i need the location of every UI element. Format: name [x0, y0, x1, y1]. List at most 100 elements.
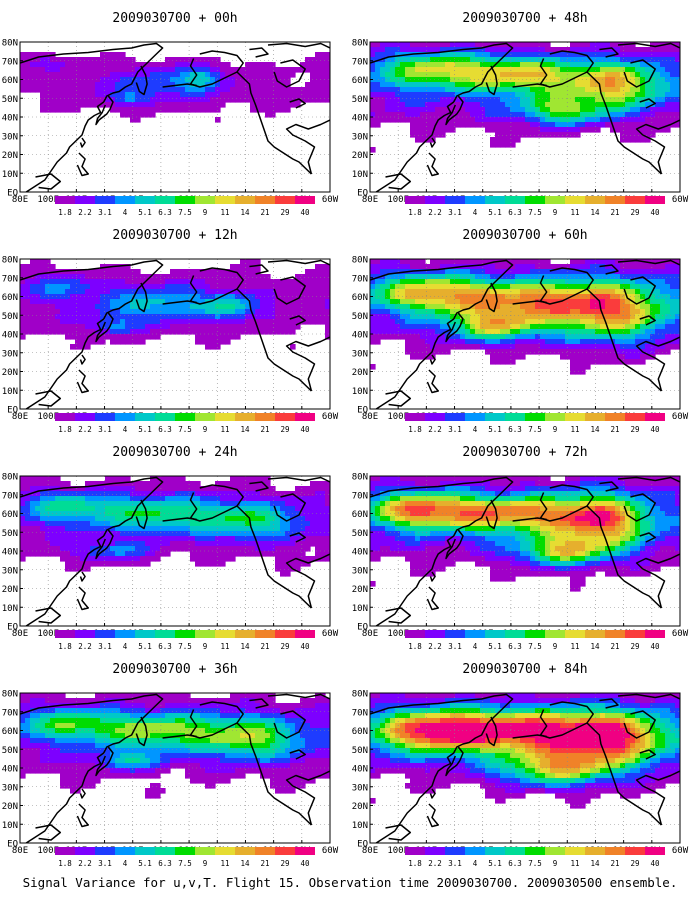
- colorbar-swatch: [55, 630, 75, 638]
- colorbar-swatch: [645, 630, 665, 638]
- colorbar: 1.8 2.2 3.1 4 5.1 6.3 7.5 9 11 14 21 29 40: [405, 847, 665, 868]
- grid-lines: [20, 476, 330, 626]
- colorbar-label: 2.2: [428, 642, 442, 651]
- panel-title: 2009030700 + 84h: [462, 662, 587, 677]
- colorbar-label: 5.1: [488, 859, 502, 868]
- colorbar-label: 1.8: [408, 425, 422, 434]
- colorbar-swatch: [255, 196, 275, 204]
- colorbar-label: 29: [280, 425, 289, 434]
- colorbar-swatch: [95, 413, 115, 421]
- latitude-tick-label: 30N: [352, 132, 368, 142]
- colorbar-label: 2.2: [428, 208, 442, 217]
- latitude-tick-label: 60N: [2, 293, 18, 303]
- colorbar-swatch: [55, 196, 75, 204]
- colorbar-swatch: [585, 847, 605, 855]
- latitude-axis: 80N 70N 60N 50N 40N 30N 20N 10N EQ: [352, 690, 373, 850]
- latitude-tick-label: 70N: [352, 57, 368, 67]
- latitude-tick-label: 40N: [2, 114, 18, 124]
- colorbar-swatch: [275, 630, 295, 638]
- colorbar-swatch: [75, 847, 95, 855]
- grid-lines: [370, 42, 680, 192]
- colorbar-swatch: [445, 196, 465, 204]
- colorbar-label: 11: [570, 425, 579, 434]
- colorbar-swatch: [135, 413, 155, 421]
- colorbar-label: 40: [300, 425, 310, 434]
- colorbar-label: 1.8: [58, 208, 72, 217]
- forecast-panel-00h: 2009030700 + 00h 80N 70N 60N 50N 40N 30N 20N 10…: [2, 11, 339, 217]
- map-area: [369, 692, 681, 844]
- colorbar-swatch: [75, 630, 95, 638]
- colorbar-swatch: [485, 413, 505, 421]
- latitude-tick-label: 60N: [352, 293, 368, 303]
- colorbar-label: 3.1: [98, 208, 112, 217]
- latitude-tick-label: 30N: [2, 566, 18, 576]
- panel-title: 2009030700 + 12h: [112, 228, 237, 243]
- colorbar-swatch: [485, 630, 505, 638]
- figure-caption: Signal Variance for u,v,T. Flight 15. Ob…: [23, 875, 678, 890]
- colorbar-label: 11: [220, 208, 229, 217]
- colorbar-label: 11: [570, 208, 579, 217]
- colorbar-swatch: [135, 196, 155, 204]
- colorbar-swatch: [625, 413, 645, 421]
- colorbar-swatch: [275, 196, 295, 204]
- coastlines: [20, 259, 330, 409]
- colorbar-label: 6.3: [508, 425, 522, 434]
- latitude-tick-label: EQ: [7, 840, 18, 850]
- forecast-panel-72h: 2009030700 + 72h 80N 70N 60N 50N 40N 30N 20N 10…: [352, 445, 689, 651]
- coastlines: [20, 42, 330, 192]
- forecast-panel-48h: 2009030700 + 48h 80N 70N 60N 50N 40N 30N 20N 10…: [352, 11, 689, 217]
- colorbar-label: 4: [473, 425, 478, 434]
- colorbar-label: 2.2: [78, 425, 92, 434]
- colorbar-swatch: [95, 630, 115, 638]
- latitude-tick-label: 10N: [352, 604, 368, 614]
- colorbar-swatch: [115, 847, 135, 855]
- colorbar-label: 3.1: [448, 859, 462, 868]
- forecast-panel-24h: 2009030700 + 24h 80N 70N 60N 50N 40N 30N 20N 10…: [2, 445, 339, 651]
- latitude-tick-label: 20N: [352, 802, 368, 812]
- latitude-tick-label: 80N: [2, 39, 18, 49]
- latitude-tick-label: 30N: [2, 783, 18, 793]
- colorbar-label: 21: [260, 642, 269, 651]
- colorbar-label: 9: [203, 859, 208, 868]
- latitude-axis: 80N 70N 60N 50N 40N 30N 20N 10N EQ: [352, 473, 373, 633]
- colorbar-label: 4: [123, 208, 128, 217]
- colorbar-label: 1.8: [58, 859, 72, 868]
- colorbar-label: 40: [650, 859, 660, 868]
- latitude-tick-label: EQ: [357, 623, 368, 633]
- latitude-tick-label: 10N: [352, 821, 368, 831]
- map-area: [369, 258, 681, 410]
- longitude-tick-label: 80E: [362, 629, 378, 639]
- variance-field: [20, 476, 330, 577]
- colorbar-label: 14: [240, 208, 250, 217]
- colorbar-label: 3.1: [448, 425, 462, 434]
- colorbar-swatch: [605, 630, 625, 638]
- latitude-tick-label: 70N: [2, 57, 18, 67]
- colorbar-label: 3.1: [98, 642, 112, 651]
- latitude-tick-label: 20N: [352, 585, 368, 595]
- colorbar: 1.8 2.2 3.1 4 5.1 6.3 7.5 9 11 14 21 29 40: [405, 630, 665, 651]
- colorbar-label: 9: [203, 425, 208, 434]
- latitude-tick-label: EQ: [357, 406, 368, 416]
- latitude-tick-label: 70N: [352, 491, 368, 501]
- latitude-tick-label: 10N: [2, 170, 18, 180]
- colorbar-label: 4: [123, 642, 128, 651]
- latitude-tick-label: 40N: [352, 114, 368, 124]
- colorbar-label: 14: [590, 425, 600, 434]
- colorbar-swatch: [485, 847, 505, 855]
- colorbar-label: 40: [650, 425, 660, 434]
- latitude-tick-label: 80N: [2, 690, 18, 700]
- colorbar-label: 21: [610, 642, 619, 651]
- colorbar-label: 5.1: [488, 208, 502, 217]
- colorbar-label: 14: [590, 208, 600, 217]
- latitude-tick-label: 50N: [2, 312, 18, 322]
- coastlines: [370, 693, 680, 843]
- colorbar-label: 14: [590, 859, 600, 868]
- colorbar-label: 1.8: [408, 642, 422, 651]
- latitude-tick-label: 40N: [352, 331, 368, 341]
- colorbar-swatch: [405, 413, 425, 421]
- latitude-tick-label: 10N: [352, 387, 368, 397]
- colorbar-swatch: [255, 413, 275, 421]
- colorbar-label: 11: [570, 859, 579, 868]
- colorbar-label: 5.1: [138, 642, 152, 651]
